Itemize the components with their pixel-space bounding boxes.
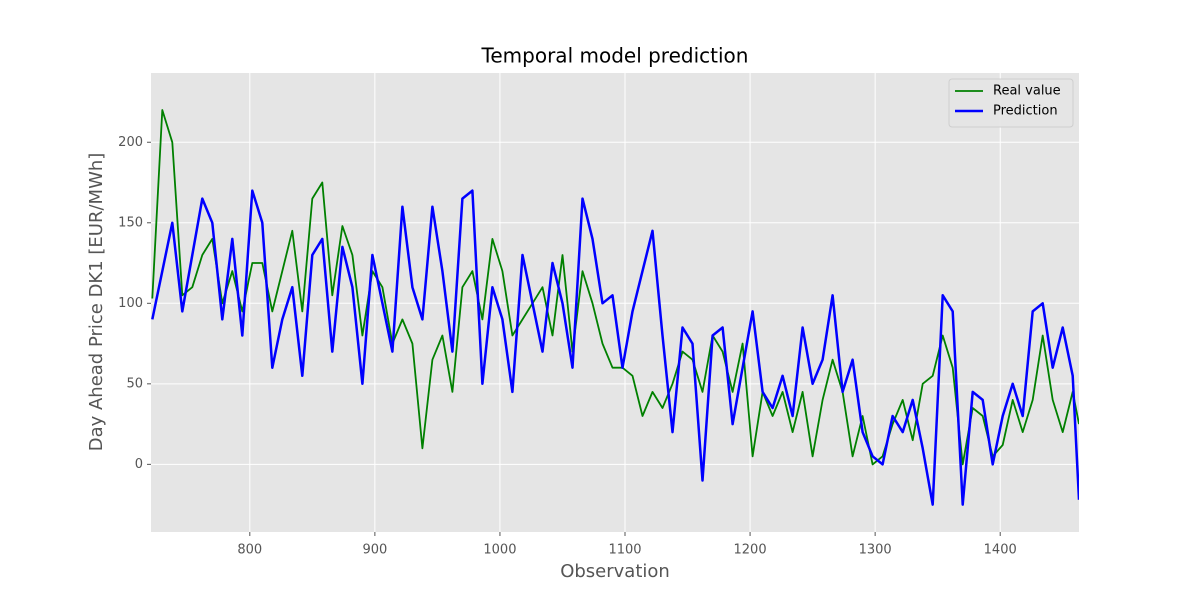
legend-label: Real value [993,84,1061,99]
y-tick-label: 150 [118,215,143,230]
x-tick-label: 900 [362,543,387,558]
data-line [151,189,1079,506]
data-line [151,109,1079,466]
y-tick-label: 100 [118,296,143,311]
x-tick-label: 1100 [608,543,641,558]
x-tick-label: 1300 [859,543,892,558]
x-tick-label: 800 [237,543,262,558]
x-tick-label: 1400 [984,543,1017,558]
y-axis-label: Day Ahead Price DK1 [EUR/MWh] [86,153,107,452]
legend: Real value Prediction [948,78,1074,128]
x-axis-label: Observation [560,561,670,582]
y-tick-label: 200 [118,135,143,150]
y-tick-label: 0 [135,457,143,472]
legend-label: Prediction [993,104,1058,119]
y-tick-label: 50 [126,376,143,391]
x-tick-label: 1200 [734,543,767,558]
chart-title: Temporal model prediction [481,44,749,68]
x-tick-label: 1000 [483,543,516,558]
